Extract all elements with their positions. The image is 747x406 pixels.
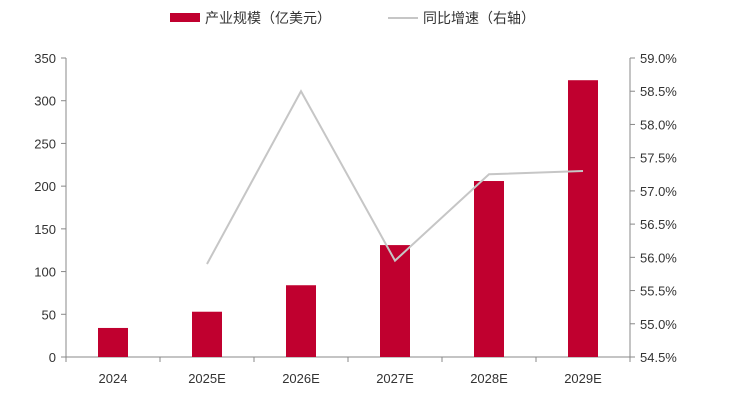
x-tick-label: 2024 bbox=[99, 371, 128, 386]
y-right-tick-label: 58.5% bbox=[640, 84, 677, 99]
bar bbox=[568, 80, 598, 357]
legend: 产业规模（亿美元） 同比增速（右轴） bbox=[170, 11, 535, 27]
tick-labels: 0 50 100 150 200 250 300 350 54.5% 55.0% 55.5% 56.0… bbox=[34, 51, 677, 386]
legend-label-bar: 产业规模（亿美元） bbox=[205, 11, 331, 27]
y-left-tick-label: 100 bbox=[34, 265, 56, 280]
y-left-tick-label: 300 bbox=[34, 94, 56, 109]
x-tick-label: 2028E bbox=[470, 371, 508, 386]
y-right-tick-label: 54.5% bbox=[640, 350, 677, 365]
growth-line bbox=[206, 89, 584, 265]
x-tick-label: 2025E bbox=[188, 371, 226, 386]
bar bbox=[98, 327, 128, 357]
bar bbox=[192, 311, 222, 357]
y-right-tick-label: 59.0% bbox=[640, 51, 677, 66]
growth-line-path bbox=[206, 89, 584, 265]
y-right-tick-label: 56.5% bbox=[640, 217, 677, 232]
bar bbox=[474, 181, 504, 357]
axes bbox=[61, 57, 635, 362]
y-left-tick-label: 200 bbox=[34, 179, 56, 194]
y-left-tick-label: 50 bbox=[42, 307, 56, 322]
y-right-tick-label: 57.0% bbox=[640, 184, 677, 199]
y-left-tick-label: 0 bbox=[49, 350, 56, 365]
bar bbox=[286, 285, 316, 357]
y-right-tick-label: 55.5% bbox=[640, 284, 677, 299]
y-left-tick-label: 250 bbox=[34, 136, 56, 151]
bar bbox=[380, 245, 410, 357]
y-left-tick-label: 350 bbox=[34, 51, 56, 66]
x-tick-label: 2029E bbox=[564, 371, 602, 386]
x-tick-label: 2026E bbox=[282, 371, 320, 386]
y-left-tick-label: 150 bbox=[34, 222, 56, 237]
y-right-tick-label: 56.0% bbox=[640, 250, 677, 265]
y-right-tick-label: 55.0% bbox=[640, 317, 677, 332]
bars bbox=[98, 80, 598, 357]
y-right-tick-label: 57.5% bbox=[640, 151, 677, 166]
y-right-tick-label: 58.0% bbox=[640, 117, 677, 132]
legend-swatch-bar bbox=[170, 13, 200, 22]
legend-label-line: 同比增速（右轴） bbox=[423, 11, 535, 27]
x-tick-label: 2027E bbox=[376, 371, 414, 386]
